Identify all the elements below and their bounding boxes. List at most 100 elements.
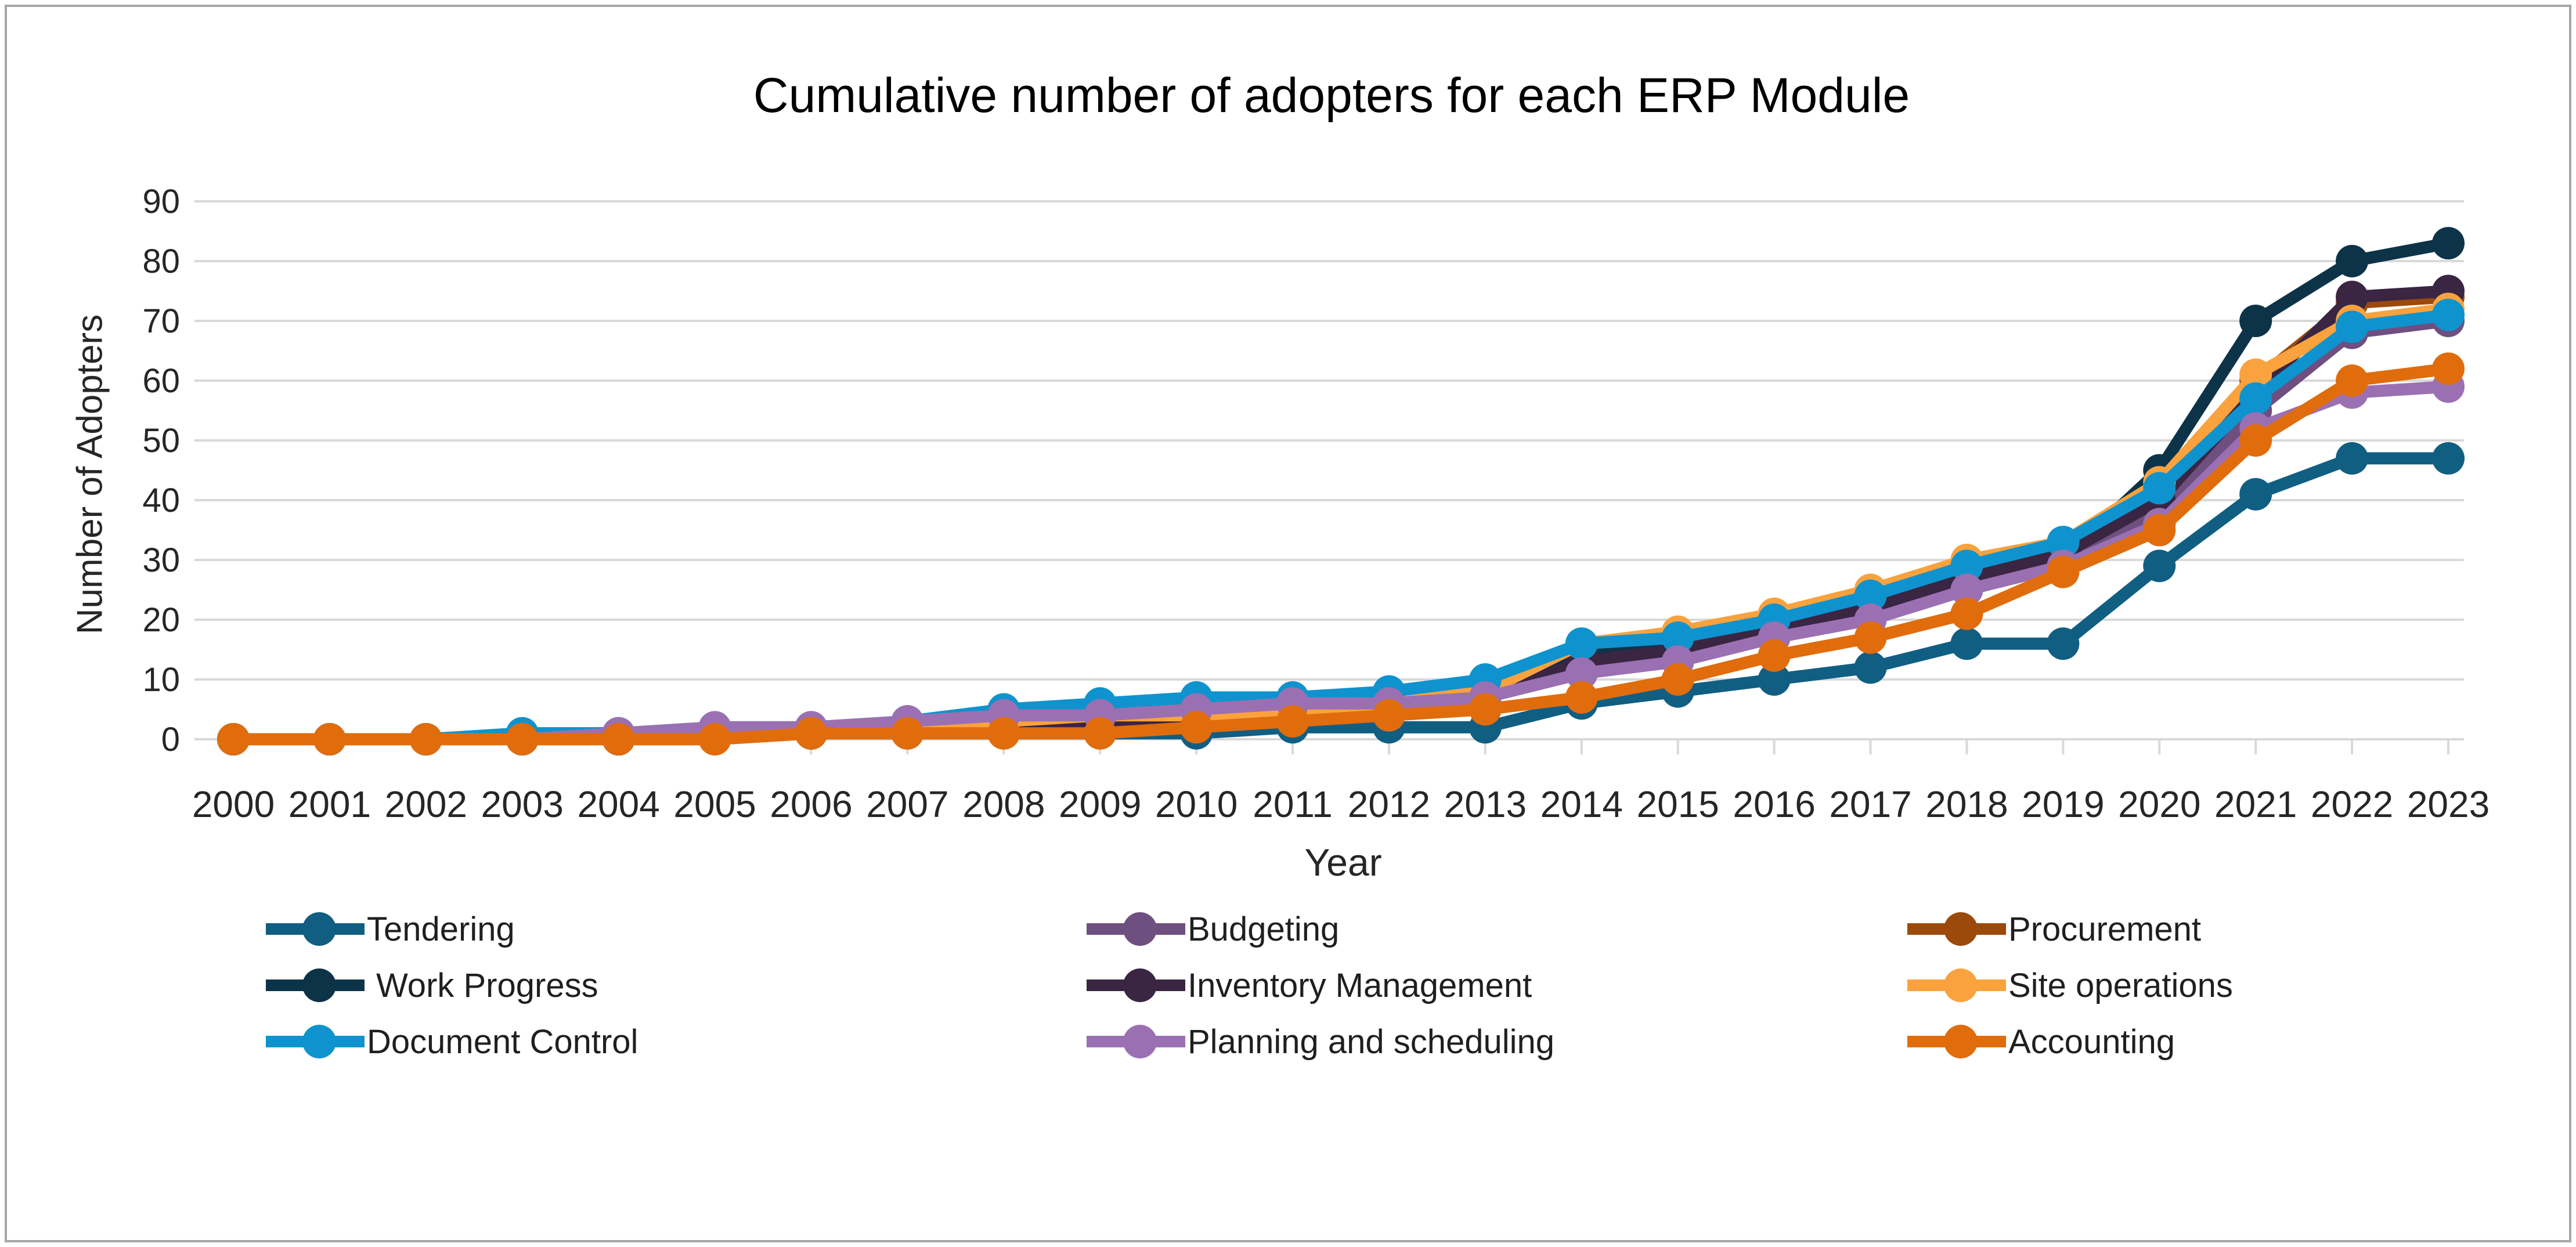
y-tick-label: 40 bbox=[142, 482, 180, 519]
legend-key-icon bbox=[1087, 1025, 1185, 1058]
series-marker-accounting bbox=[1084, 717, 1117, 750]
legend-key-marker bbox=[302, 1025, 336, 1058]
x-tick-label: 2013 bbox=[1444, 783, 1527, 825]
series-marker-document-control bbox=[1565, 627, 1598, 660]
y-tick-label: 10 bbox=[142, 661, 180, 699]
x-tick-label: 2019 bbox=[2022, 783, 2104, 825]
x-tick-label: 2002 bbox=[385, 783, 467, 825]
legend-key-marker bbox=[1123, 968, 1157, 1002]
y-tick-label: 90 bbox=[142, 183, 180, 221]
legend-item-site-operations: Site operations bbox=[1907, 966, 2233, 1004]
x-axis-title: Year bbox=[1304, 841, 1382, 884]
series-line-work-progress bbox=[227, 237, 2455, 746]
series-marker-accounting bbox=[2239, 424, 2272, 457]
series-marker-work-progress bbox=[2336, 245, 2369, 277]
legend-label: Accounting bbox=[2008, 1022, 2175, 1061]
series-marker-document-control bbox=[1661, 621, 1694, 654]
series-marker-tendering bbox=[1758, 663, 1791, 696]
legend-key-marker bbox=[302, 968, 336, 1002]
series-planning-and-scheduling bbox=[217, 370, 2465, 756]
legend-label: Procurement bbox=[2008, 910, 2202, 948]
x-tick-label: 2018 bbox=[1925, 783, 2008, 825]
x-tick-label: 2001 bbox=[288, 783, 371, 825]
legend-item-planning-and-scheduling: Planning and scheduling bbox=[1087, 1022, 1554, 1061]
series-marker-accounting bbox=[891, 717, 924, 750]
series-marker-accounting bbox=[1180, 711, 1213, 744]
x-tick-label: 2011 bbox=[1253, 783, 1333, 825]
y-tick-label: 20 bbox=[142, 601, 180, 639]
legend-item-accounting: Accounting bbox=[1907, 1022, 2175, 1061]
series-marker-accounting bbox=[987, 717, 1020, 750]
legend-item-tendering: Tendering bbox=[266, 910, 515, 948]
series-marker-tendering bbox=[2143, 550, 2176, 583]
legend-label: Site operations bbox=[2008, 966, 2233, 1004]
legend-item-work-progress: Work Progress bbox=[266, 966, 598, 1004]
legend-item-procurement: Procurement bbox=[1907, 910, 2201, 948]
series-marker-accounting bbox=[2336, 364, 2369, 397]
legend-key-icon bbox=[1087, 912, 1185, 946]
series-marker-accounting bbox=[1854, 621, 1887, 654]
series-marker-accounting bbox=[2047, 555, 2080, 588]
series-marker-accounting bbox=[602, 723, 635, 756]
series-marker-document-control bbox=[1950, 550, 1983, 583]
series-marker-work-progress bbox=[2239, 305, 2272, 337]
legend-key-marker bbox=[1123, 1025, 1157, 1058]
series-marker-accounting bbox=[313, 723, 346, 756]
series-marker-tendering bbox=[1950, 627, 1983, 660]
series-marker-accounting bbox=[1372, 699, 1405, 732]
chart-border bbox=[5, 5, 2571, 1242]
legend-label: Document Control bbox=[367, 1022, 638, 1061]
series-marker-accounting bbox=[795, 717, 828, 750]
series-marker-planning-and-scheduling bbox=[1950, 573, 1983, 606]
series-line-accounting bbox=[227, 362, 2455, 746]
series-marker-document-control bbox=[2239, 382, 2272, 415]
x-tick-label: 2015 bbox=[1637, 783, 1719, 825]
legend-key-marker bbox=[1944, 968, 1978, 1002]
series-marker-accounting bbox=[409, 723, 442, 756]
y-tick-label: 60 bbox=[142, 362, 180, 400]
x-tick-label: 2016 bbox=[1733, 783, 1815, 825]
x-tick-label: 2022 bbox=[2311, 783, 2393, 825]
series-work-progress bbox=[217, 227, 2465, 756]
series-marker-document-control bbox=[2336, 310, 2369, 344]
x-tick-label: 2012 bbox=[1348, 783, 1430, 825]
legend-item-budgeting: Budgeting bbox=[1087, 910, 1339, 948]
legend-key-icon bbox=[266, 1025, 365, 1058]
legend-item-inventory-management: Inventory Management bbox=[1087, 966, 1532, 1004]
legend-key-marker bbox=[302, 912, 336, 946]
series-marker-tendering bbox=[2432, 442, 2465, 475]
series-marker-accounting bbox=[2143, 514, 2176, 547]
x-tick-label: 2020 bbox=[2118, 783, 2200, 825]
series-marker-planning-and-scheduling bbox=[1565, 657, 1598, 690]
legend-key-icon bbox=[266, 912, 365, 946]
x-tick-label: 2009 bbox=[1059, 783, 1141, 825]
legend-key-icon bbox=[1907, 912, 2006, 946]
legend-item-document-control: Document Control bbox=[266, 1022, 638, 1061]
series-marker-site-operations bbox=[2239, 358, 2272, 391]
x-tick-label: 2010 bbox=[1155, 783, 1238, 825]
x-tick-label: 2006 bbox=[770, 783, 852, 825]
series-marker-accounting bbox=[698, 723, 731, 756]
series-marker-tendering bbox=[2239, 478, 2272, 511]
series-accounting bbox=[217, 352, 2465, 756]
legend-label: Tendering bbox=[367, 910, 515, 948]
series-budgeting bbox=[217, 305, 2465, 756]
x-tick-label: 2003 bbox=[481, 783, 564, 825]
legend-label: Budgeting bbox=[1188, 910, 1340, 948]
series-marker-work-progress bbox=[2432, 227, 2465, 260]
series-marker-tendering bbox=[2047, 627, 2080, 660]
series-marker-tendering bbox=[1854, 651, 1887, 684]
y-tick-label: 50 bbox=[142, 422, 180, 460]
series-marker-accounting bbox=[506, 723, 539, 756]
legend-key-icon bbox=[266, 968, 365, 1002]
series-marker-accounting bbox=[1276, 705, 1309, 738]
legend-label: Work Progress bbox=[367, 966, 598, 1004]
series-marker-accounting bbox=[1661, 663, 1694, 696]
series-marker-document-control bbox=[2047, 526, 2080, 559]
series-marker-document-control bbox=[2143, 472, 2176, 505]
x-tick-label: 2014 bbox=[1540, 783, 1623, 825]
series-inventory-management bbox=[217, 274, 2465, 756]
y-tick-label: 80 bbox=[142, 243, 180, 280]
series-marker-accounting bbox=[217, 723, 250, 756]
